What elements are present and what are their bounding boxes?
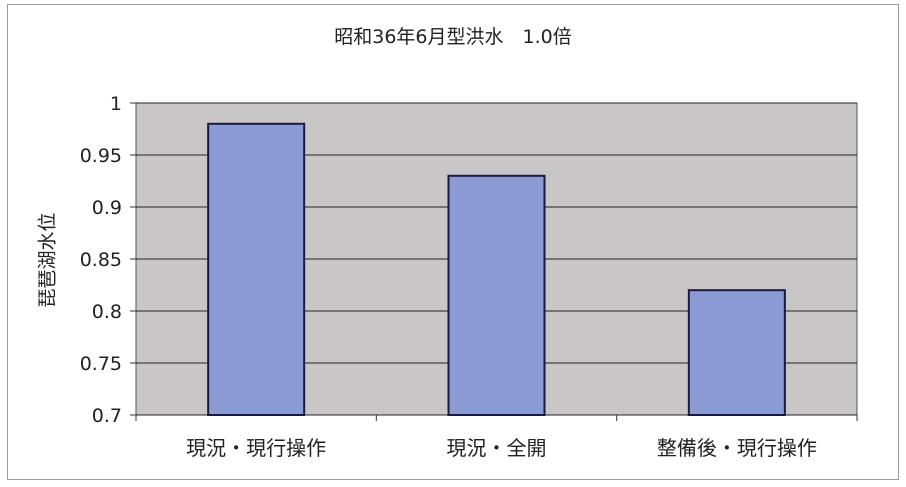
y-tick-label: 0.75 [80,353,122,375]
y-tick-label: 0.9 [92,197,122,219]
y-tick-label: 1 [110,93,122,115]
x-tick-label: 現況・全開 [447,436,547,460]
y-axis-ticks: 0.7 0.75 0.8 0.85 0.9 0.95 1 [80,93,136,427]
chart-title: 昭和36年6月型洪水 1.0倍 [334,26,572,48]
x-axis-ticks: 現況・現行操作 現況・全開 整備後・現行操作 [135,415,858,460]
y-tick-label: 0.8 [92,301,122,323]
y-tick-label: 0.7 [92,405,122,427]
bar-2 [447,174,546,416]
x-tick-label: 現況・現行操作 [186,436,326,460]
x-tick-label: 整備後・現行操作 [657,436,817,460]
bars [207,122,786,417]
bar-3 [687,289,786,417]
y-tick-label: 0.95 [80,145,122,167]
y-tick-label: 0.85 [80,249,122,271]
bar-1 [207,122,306,417]
